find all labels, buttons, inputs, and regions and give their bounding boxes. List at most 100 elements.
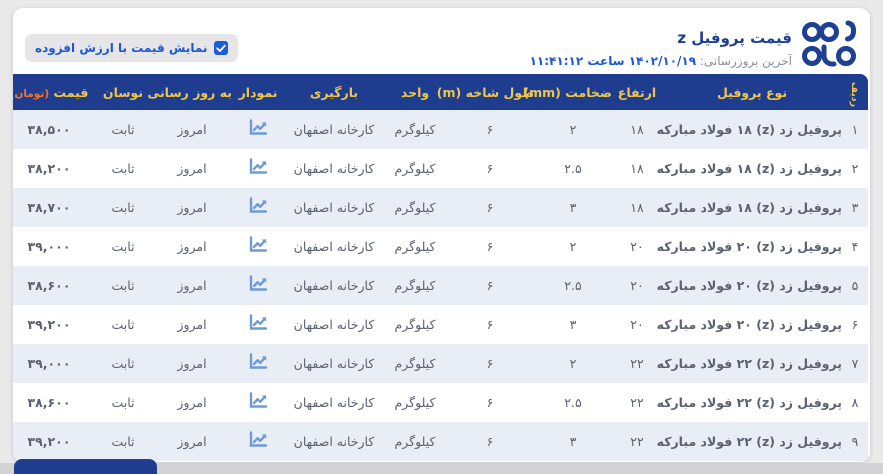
last-update-value: ۱۴۰۲/۱۰/۱۹ ساعت ۱۱:۴۱:۱۲ bbox=[529, 53, 697, 68]
length-value: ۶ bbox=[446, 305, 534, 344]
length-value: ۶ bbox=[446, 227, 534, 266]
row-number: ۹ bbox=[842, 422, 868, 461]
table-row: ۳ پروفیل زد (z) ۱۸ فولاد مبارکه ۱۸ ۳ ۶ ک… bbox=[13, 188, 868, 227]
line-chart-icon[interactable] bbox=[247, 352, 270, 372]
unit-value: کیلوگرم bbox=[384, 422, 446, 461]
checked-checkbox-icon[interactable] bbox=[214, 41, 229, 55]
unit-value: کیلوگرم bbox=[384, 344, 446, 383]
length-value: ۶ bbox=[446, 422, 534, 461]
vat-toggle-chip[interactable]: نمایش قیمت با ارزش افزوده bbox=[25, 34, 239, 62]
loading-value: کارخانه اصفهان bbox=[284, 110, 384, 149]
loading-value: کارخانه اصفهان bbox=[284, 227, 384, 266]
line-chart-icon[interactable] bbox=[247, 157, 270, 177]
profile-name: پروفیل زد (z) ۲۲ فولاد مبارکه bbox=[657, 422, 842, 461]
length-value: ۶ bbox=[446, 383, 534, 422]
fluctuation-value: ثابت bbox=[94, 422, 152, 461]
price-unit-label: (تومان) bbox=[13, 87, 50, 100]
unit-value: کیلوگرم bbox=[384, 110, 446, 149]
table-row: ۵ پروفیل زد (z) ۲۰ فولاد مبارکه ۲۰ ۲.۵ ۶… bbox=[13, 266, 868, 305]
updated-value: امروز bbox=[152, 383, 232, 422]
profile-name: پروفیل زد (z) ۲۲ فولاد مبارکه bbox=[657, 344, 842, 383]
length-value: ۶ bbox=[446, 110, 534, 149]
updated-value: امروز bbox=[152, 422, 232, 461]
thickness-value: ۳ bbox=[534, 422, 612, 461]
chart-cell bbox=[232, 422, 284, 461]
line-chart-icon[interactable] bbox=[247, 313, 270, 333]
last-update-label: آخرین بروزرسانی: bbox=[699, 53, 792, 68]
row-number: ۷ bbox=[842, 344, 868, 383]
row-number: ۱ bbox=[842, 110, 868, 149]
fluctuation-value: ثابت bbox=[94, 188, 152, 227]
chart-cell bbox=[232, 188, 284, 227]
thickness-value: ۲.۵ bbox=[534, 383, 612, 422]
unit-value: کیلوگرم bbox=[384, 383, 446, 422]
table-row: ۱ پروفیل زد (z) ۱۸ فولاد مبارکه ۱۸ ۲ ۶ ک… bbox=[13, 110, 868, 149]
length-value: ۶ bbox=[446, 149, 534, 188]
loading-value: کارخانه اصفهان bbox=[284, 188, 384, 227]
thickness-value: ۳ bbox=[534, 305, 612, 344]
updated-value: امروز bbox=[152, 305, 232, 344]
height-value: ۱۸ bbox=[612, 188, 662, 227]
chart-cell bbox=[232, 110, 284, 149]
col-header-updated: به روز رسانی bbox=[147, 74, 232, 110]
loading-value: کارخانه اصفهان bbox=[284, 266, 384, 305]
row-number: ۳ bbox=[842, 188, 868, 227]
fluctuation-value: ثابت bbox=[94, 305, 152, 344]
loading-value: کارخانه اصفهان bbox=[284, 422, 384, 461]
col-header-loading: بارگیری bbox=[284, 74, 384, 110]
line-chart-icon[interactable] bbox=[247, 118, 270, 138]
profile-name: پروفیل زد (z) ۲۰ فولاد مبارکه bbox=[657, 266, 842, 305]
col-header-price: قیمت (تومان) bbox=[13, 74, 94, 110]
table-row: ۸ پروفیل زد (z) ۲۲ فولاد مبارکه ۲۲ ۲.۵ ۶… bbox=[13, 383, 868, 422]
chart-cell bbox=[232, 383, 284, 422]
col-header-chart: نمودار bbox=[232, 74, 284, 110]
line-chart-icon[interactable] bbox=[247, 235, 270, 255]
col-header-unit: واحد bbox=[384, 74, 446, 110]
updated-value: امروز bbox=[152, 149, 232, 188]
row-number: ۸ bbox=[842, 383, 868, 422]
col-header-length: طول شاخه (m) bbox=[437, 74, 534, 110]
height-value: ۲۲ bbox=[612, 344, 662, 383]
col-header-row-number: ردیف bbox=[842, 74, 868, 110]
height-value: ۲۰ bbox=[612, 266, 662, 305]
chart-cell bbox=[232, 227, 284, 266]
price-value: ۳۹,۰۰۰ bbox=[13, 227, 94, 266]
unit-value: کیلوگرم bbox=[384, 227, 446, 266]
fluctuation-value: ثابت bbox=[94, 344, 152, 383]
line-chart-icon[interactable] bbox=[247, 274, 270, 294]
profile-name: پروفیل زد (z) ۲۰ فولاد مبارکه bbox=[657, 227, 842, 266]
row-number: ۲ bbox=[842, 149, 868, 188]
thickness-value: ۲.۵ bbox=[534, 266, 612, 305]
page-title: قیمت پروفیل z bbox=[677, 28, 792, 47]
chart-cell bbox=[232, 266, 284, 305]
profile-name: پروفیل زد (z) ۱۸ فولاد مبارکه bbox=[657, 149, 842, 188]
table-row: ۴ پروفیل زد (z) ۲۰ فولاد مبارکه ۲۰ ۲ ۶ ک… bbox=[13, 227, 868, 266]
thickness-value: ۲.۵ bbox=[534, 149, 612, 188]
price-value: ۳۹,۲۰۰ bbox=[13, 422, 94, 461]
updated-value: امروز bbox=[152, 188, 232, 227]
line-chart-icon[interactable] bbox=[247, 391, 270, 411]
card-header: قیمت پروفیل z آخرین بروزرسانی: ۱۴۰۲/۱۰/۱… bbox=[13, 8, 870, 74]
col-header-fluctuation: نوسان bbox=[94, 74, 152, 110]
chart-cell bbox=[232, 305, 284, 344]
height-value: ۲۰ bbox=[612, 305, 662, 344]
row-number: ۴ bbox=[842, 227, 868, 266]
next-section-header-partial bbox=[14, 459, 157, 474]
height-value: ۱۸ bbox=[612, 110, 662, 149]
fluctuation-value: ثابت bbox=[94, 110, 152, 149]
col-header-profile: نوع پروفیل bbox=[662, 74, 842, 110]
vat-toggle-label: نمایش قیمت با ارزش افزوده bbox=[35, 41, 208, 55]
length-value: ۶ bbox=[446, 188, 534, 227]
height-value: ۲۲ bbox=[612, 383, 662, 422]
thickness-value: ۲ bbox=[534, 344, 612, 383]
price-value: ۳۹,۲۰۰ bbox=[13, 305, 94, 344]
line-chart-icon[interactable] bbox=[247, 430, 270, 450]
profile-name: پروفیل زد (z) ۱۸ فولاد مبارکه bbox=[657, 110, 842, 149]
profile-name: پروفیل زد (z) ۲۲ فولاد مبارکه bbox=[657, 383, 842, 422]
loading-value: کارخانه اصفهان bbox=[284, 383, 384, 422]
loading-value: کارخانه اصفهان bbox=[284, 149, 384, 188]
price-value: ۳۹,۰۰۰ bbox=[13, 344, 94, 383]
row-number: ۵ bbox=[842, 266, 868, 305]
line-chart-icon[interactable] bbox=[247, 196, 270, 216]
table-row: ۲ پروفیل زد (z) ۱۸ فولاد مبارکه ۱۸ ۲.۵ ۶… bbox=[13, 149, 868, 188]
